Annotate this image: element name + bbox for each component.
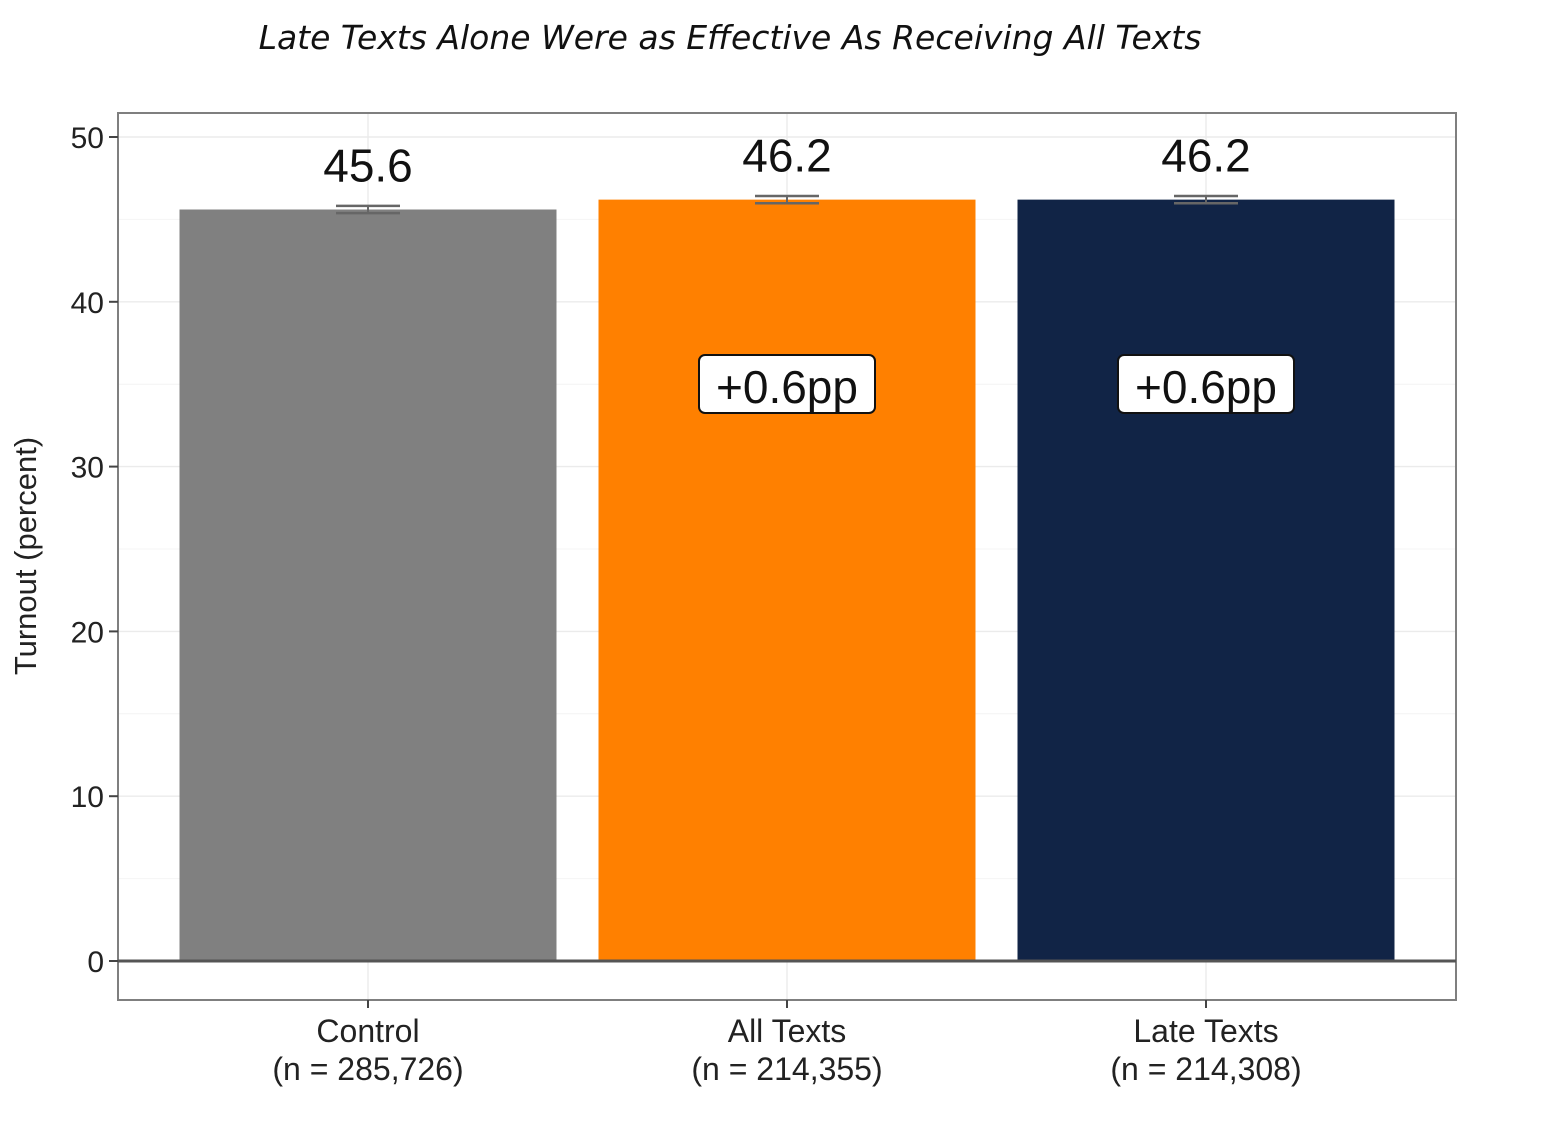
error-bar: [336, 204, 400, 215]
x-tick-n-label: (n = 214,308): [1110, 1051, 1301, 1087]
y-tick-label: 30: [71, 452, 104, 485]
y-tick-label: 20: [71, 616, 104, 649]
annotation-box: +0.6pp: [1117, 354, 1295, 414]
y-tick-label: 0: [87, 946, 104, 979]
x-tick-n-label: (n = 285,726): [272, 1051, 463, 1087]
value-label: 45.6: [323, 140, 413, 192]
bar-late-texts: [1017, 199, 1395, 961]
annotation-box-bg: [698, 354, 876, 414]
annotation-label: +0.6pp: [1135, 361, 1277, 413]
bar-control: [179, 209, 557, 962]
axis-layer: 0 10 20 30 40 50 Control(n = 285,726) All Texts…: [71, 112, 1457, 1087]
x-tick-label: Late Texts: [1133, 1013, 1278, 1049]
bars-layer: [179, 199, 1395, 962]
value-labels-layer: 45.6 46.2 46.2: [323, 130, 1251, 192]
errorbar-layer: [336, 194, 1238, 215]
value-label: 46.2: [742, 130, 832, 182]
annotation-label: +0.6pp: [716, 361, 858, 413]
x-tick-label: Control: [316, 1013, 419, 1049]
y-tick-label: 10: [71, 781, 104, 814]
bar-all-texts: [598, 199, 976, 961]
y-tick-label: 40: [71, 287, 104, 320]
error-bar: [1174, 194, 1238, 205]
value-label: 46.2: [1161, 130, 1251, 182]
error-bar: [755, 194, 819, 205]
y-axis-label: Turnout (percent): [8, 437, 43, 675]
annotation-box-bg: [1117, 354, 1295, 414]
y-tick-label: 50: [71, 122, 104, 155]
chart-title: Late Texts Alone Were as Effective As Re…: [258, 18, 1202, 57]
annotation-box: +0.6pp: [698, 354, 876, 414]
x-tick-label: All Texts: [728, 1013, 847, 1049]
x-tick-n-label: (n = 214,355): [691, 1051, 882, 1087]
annotations-layer: +0.6pp +0.6pp: [698, 354, 1295, 414]
